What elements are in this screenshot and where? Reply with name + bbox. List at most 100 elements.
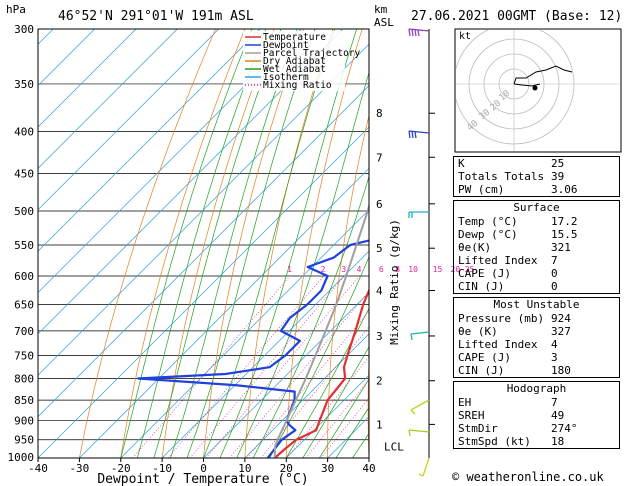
- pressure-tick-label: 850: [14, 394, 34, 407]
- pressure-tick-label: 400: [14, 126, 34, 139]
- temperature-tick-label: 40: [362, 462, 375, 475]
- index-label: CAPE (J): [458, 351, 511, 364]
- location-label: 46°52'N 291°01'W 191m ASL: [58, 9, 254, 24]
- isotherm-line: [38, 29, 261, 252]
- index-value: 274°: [551, 422, 578, 435]
- index-label: CIN (J): [458, 364, 505, 377]
- most-unstable-row: CAPE (J) 3: [454, 351, 619, 364]
- hodograph-index-row: StmDir 274°: [454, 422, 619, 435]
- mixing-ratio-label: 2: [321, 265, 326, 274]
- index-value: 4: [551, 338, 558, 351]
- stability-index-row: PW (cm) 3.06: [454, 183, 619, 196]
- pressure-tick-label: 1000: [8, 451, 35, 464]
- surface-row: CIN (J) 0: [454, 280, 619, 293]
- hodograph-unit-label: kt: [459, 31, 471, 42]
- index-value: 15.5: [551, 228, 578, 241]
- hpa-unit-label: hPa: [6, 3, 26, 16]
- pressure-tick-label: 900: [14, 414, 34, 427]
- pressure-tick-label: 550: [14, 239, 34, 252]
- wind-barb-400: [408, 130, 430, 139]
- skewt-plot: 1 2 3 4 6 8 10 15 20 25 3003504004505005506006507…: [0, 23, 475, 486]
- hodograph: 10 20 30 40 kt: [454, 28, 622, 153]
- index-label: StmSpd (kt): [458, 435, 531, 448]
- index-value: 924: [551, 312, 571, 325]
- date-label: 27.06.2021 00GMT (Base: 12): [411, 9, 622, 24]
- temperature-tick-label: -30: [69, 462, 89, 475]
- index-value: 18: [551, 435, 565, 448]
- index-value: 321: [551, 241, 571, 254]
- km-tick-label: 2: [376, 375, 383, 388]
- wind-barb-1000: [418, 457, 430, 477]
- wind-barb-700: [410, 331, 430, 341]
- legend-label: Wet Adiabat: [263, 64, 326, 75]
- isotherm-line: [38, 29, 344, 335]
- wet-adiabat-line: [269, 255, 369, 458]
- km-tick-label: 3: [376, 330, 383, 343]
- height-axis: 8 7 6 5 4 3 2 1 LCL Mixing Ratio (g/kg): [376, 29, 435, 458]
- mixing-ratio-label: 10: [408, 265, 418, 274]
- index-value: 7: [551, 396, 558, 409]
- mixing-ratio-label: 8: [395, 265, 400, 274]
- pressure-tick-label: 750: [14, 349, 34, 362]
- legend-label: Dry Adiabat: [263, 56, 326, 67]
- mixing-ratio-label: 1: [287, 265, 292, 274]
- wet-adiabat-line: [319, 378, 369, 458]
- temperature-tick-label: 10: [238, 462, 251, 475]
- indices-panel: K 25 Totals Totals 39 PW (cm) 3.06 Surface Te…: [453, 156, 620, 452]
- wet-adiabat-line: [203, 29, 335, 458]
- index-label: SREH: [458, 409, 485, 422]
- wet-adiabat-line: [186, 29, 316, 458]
- pressure-tick-label: 450: [14, 167, 34, 180]
- stability-index-row: Totals Totals 39: [454, 170, 619, 183]
- index-value: 180: [551, 364, 571, 377]
- legend-label: Dewpoint: [263, 40, 309, 51]
- index-value: 327: [551, 325, 571, 338]
- pressure-tick-label: 600: [14, 270, 34, 283]
- surface-row: Lifted Index 7: [454, 254, 619, 267]
- index-value: 0: [551, 267, 558, 280]
- wet-adiabat-line: [136, 29, 267, 458]
- index-value: 7: [551, 254, 558, 267]
- pressure-axis: 300 350 400 450 500 550 600 650 700 750 800 850 900 9…: [8, 23, 35, 464]
- series-temperature: [273, 287, 369, 458]
- isotherm-line: [0, 29, 12, 458]
- index-value: 3: [551, 351, 558, 364]
- index-label: Lifted Index: [458, 254, 538, 267]
- isotherm-line: [38, 85, 369, 418]
- km-tick-label: 6: [376, 198, 383, 211]
- hodograph-index-row: SREH 49: [454, 409, 619, 422]
- isotherm-line: [244, 333, 369, 458]
- wet-adiabat-line: [236, 71, 369, 458]
- series-parcel-trajectory: [273, 202, 369, 458]
- storm-motion-marker: [532, 85, 538, 91]
- temperature-tick-label: -10: [152, 462, 172, 475]
- asl-unit-label: ASL: [374, 16, 394, 29]
- legend-label: Isotherm: [263, 72, 309, 83]
- series-dewpoint: [137, 239, 369, 458]
- km-tick-label: 1: [376, 418, 383, 431]
- isotherm-line: [38, 29, 178, 169]
- mixing-ratio-label: 25: [465, 265, 475, 274]
- surface-title: Surface: [513, 201, 560, 214]
- pressure-tick-label: 650: [14, 299, 34, 312]
- isotherm-line: [161, 250, 369, 458]
- km-tick-label: 8: [376, 107, 383, 120]
- index-label: Dewp (°C): [458, 228, 518, 241]
- isotherm-line: [38, 43, 369, 376]
- wind-barbs: [408, 28, 430, 477]
- temperature-tick-label: 0: [200, 462, 207, 475]
- wet-adiabat-line: [153, 29, 282, 458]
- background-lines: [0, 29, 369, 458]
- wet-adiabat-line: [252, 175, 369, 458]
- wet-adiabat-line: [170, 29, 298, 458]
- index-value: 25: [551, 157, 565, 170]
- pressure-tick-label: 300: [14, 23, 34, 36]
- legend-label: Parcel Trajectory: [263, 48, 361, 59]
- isotherm-line: [38, 29, 302, 293]
- index-label: Temp (°C): [458, 215, 518, 228]
- legend-label: Mixing Ratio: [263, 80, 332, 91]
- mixing-ratio-label: 3: [341, 265, 346, 274]
- mixing-ratio-line: [132, 275, 291, 458]
- hodograph-box: Hodograph EH 7 SREH 49 StmDir 274° StmSpd (kt)…: [453, 381, 620, 449]
